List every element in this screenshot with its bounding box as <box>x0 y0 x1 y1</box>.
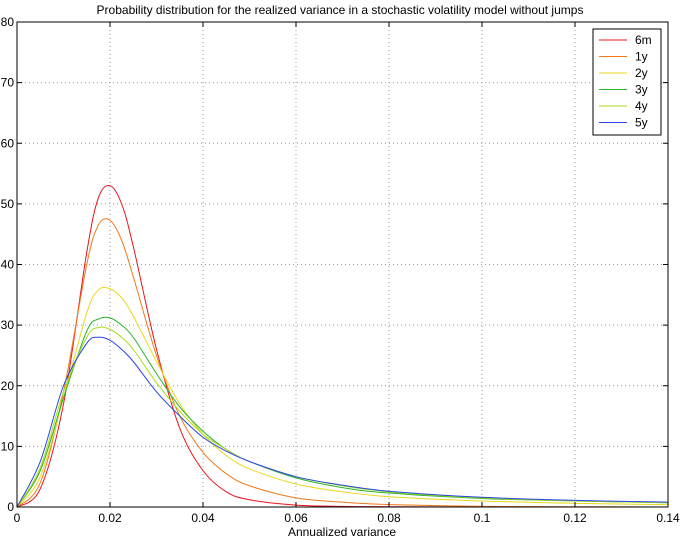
y-tick-label: 80 <box>1 15 15 29</box>
axis-ticks: 0 0.02 0.04 0.06 0.08 0.1 0.12 0.14 0 10 20 30 40 50 6… <box>1 15 680 525</box>
y-tick-label: 20 <box>1 379 15 393</box>
x-tick-label: 0.14 <box>656 511 680 525</box>
legend-label-1y: 1y <box>635 50 648 64</box>
y-tick-label: 30 <box>1 318 15 332</box>
series-line-5y <box>16 336 669 508</box>
legend-label-3y: 3y <box>635 83 648 97</box>
x-tick-label: 0 <box>14 511 21 525</box>
series-line-6m <box>16 184 669 508</box>
x-tick-label: 0.08 <box>377 511 401 525</box>
legend-box <box>592 28 662 136</box>
series-line-3y <box>16 316 669 508</box>
y-tick-label: 60 <box>1 136 15 150</box>
x-tick-label: 0.02 <box>98 511 122 525</box>
y-tick-label: 0 <box>7 500 14 514</box>
x-tick-label: 0.12 <box>563 511 587 525</box>
x-tick-label: 0.04 <box>191 511 215 525</box>
series-line-1y <box>16 218 669 508</box>
chart-title: Probability distribution for the realize… <box>97 3 584 17</box>
series-line-4y <box>16 326 669 508</box>
y-tick-label: 50 <box>1 197 15 211</box>
plot-frame <box>16 21 669 508</box>
grid-lines <box>17 22 668 507</box>
y-tick-label: 70 <box>1 76 15 90</box>
legend-label-6m: 6m <box>635 33 652 47</box>
y-tick-label: 10 <box>1 439 15 453</box>
legend-label-5y: 5y <box>635 116 648 130</box>
legend: 6m 1y 2y 3y 4y 5y <box>592 28 662 136</box>
legend-label-4y: 4y <box>635 99 648 113</box>
legend-label-2y: 2y <box>635 66 648 80</box>
y-tick-label: 40 <box>1 258 15 272</box>
series-line-2y <box>16 286 669 508</box>
series-lines <box>16 184 669 508</box>
x-axis-label: Annualized variance <box>288 525 396 539</box>
x-tick-label: 0.1 <box>474 511 491 525</box>
x-tick-label: 0.06 <box>284 511 308 525</box>
